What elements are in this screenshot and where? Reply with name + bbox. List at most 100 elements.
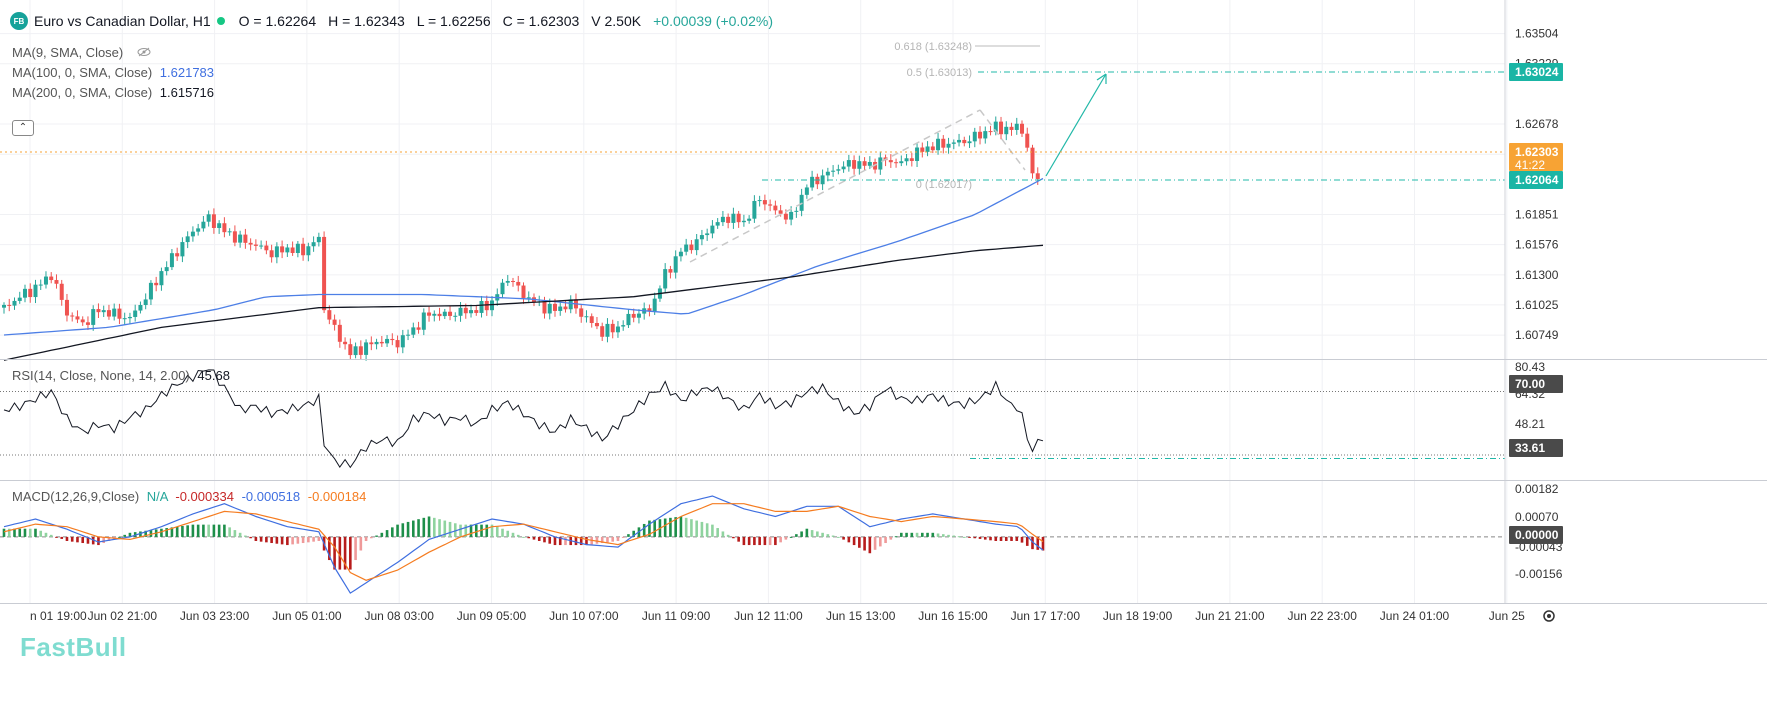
macd-histogram-bar [139,531,142,537]
candle-body [825,171,830,176]
projection-arrow-line [1045,73,1107,177]
symbol-title[interactable]: Euro vs Canadian Dollar, H1 [34,13,211,29]
candle-body [43,276,48,285]
candle-body [432,313,437,316]
macd-histogram-bar [852,536,856,546]
rsi-level-tag: 33.61 [1509,439,1563,457]
macd-histogram-bar [432,517,436,537]
candle-body [815,176,820,185]
candle-body [96,309,101,313]
macd-histogram-bar [217,524,221,537]
macd-histogram-bar [186,525,189,537]
candle-body [521,285,526,298]
candle-body [615,326,620,333]
ma100-legend[interactable]: MA(100, 0, SMA, Close) 1.621783 [12,65,214,80]
macd-histogram-bar [144,530,147,537]
macd-histogram-bar [228,527,231,537]
macd-histogram-bar [1010,536,1013,541]
collapse-legend-button[interactable]: ⌃ [12,120,34,136]
candle-body [705,233,710,236]
candle-body [631,313,636,318]
candle-body [694,239,699,251]
candle-body [757,200,762,202]
time-tick-label: Jun 21 21:00 [1195,609,1265,623]
macd-signal-value: -0.000184 [307,489,367,504]
candle-body [715,222,720,226]
macd-histogram-bar [653,519,656,537]
macd-histogram-bar [128,532,132,537]
candle-body [768,204,773,206]
macd-histogram-bar [627,534,630,537]
ma200-legend[interactable]: MA(200, 0, SMA, Close) 1.615716 [12,85,214,100]
candle-body [474,310,479,313]
rsi-value: 45.68 [197,368,230,383]
candle-body [1009,126,1014,130]
candle-body [369,342,374,345]
candle-body [978,131,983,139]
candle-body [28,288,33,298]
candle-body [91,309,96,325]
candle-body [327,310,332,320]
candle-body [390,338,395,341]
fastbull-logo-icon: FB [10,12,28,30]
last-price-tag-text: 1.62303 [1515,145,1559,159]
rsi-overbought-tag: 70.00 [1509,375,1563,393]
macd-histogram-bar [343,536,347,570]
candle-body [269,250,274,258]
macd-histogram-bar [616,536,620,541]
macd-legend[interactable]: MACD(12,26,9,Close) N/A -0.000334 -0.000… [12,489,366,504]
fib-target-price-tag-text: 1.63024 [1515,65,1559,79]
candle-body [862,161,867,166]
time-tick-label: Jun 15 13:00 [826,609,896,623]
fib-618-label: 0.618 (1.63248) [894,41,972,53]
fib-target-price-tag-bg [1509,63,1563,81]
candle-body [143,299,148,305]
open-value: O = 1.62264 [238,13,317,29]
candle-body [206,214,211,222]
macd-histogram-bar [485,524,489,537]
candle-body [1035,173,1040,179]
macd-histogram-bar [385,530,389,537]
macd-pane [0,495,1505,594]
macd-histogram-bar [91,536,95,545]
macd-histogram-bar [621,536,625,538]
macd-histogram-bar [537,536,541,541]
macd-histogram-bar [800,531,803,537]
macd-histogram-bar [427,516,431,537]
macd-histogram-bar [97,536,100,546]
macd-histogram-bar [259,536,263,542]
macd-histogram-bar [123,534,126,537]
macd-histogram-bar [663,518,667,537]
candle-body [909,158,914,161]
candle-body [930,146,935,151]
macd-histogram-bar [364,536,368,541]
candle-body [993,121,998,132]
rsi-overbought-tag-bg [1509,375,1563,393]
time-tick-label: Jun 08 03:00 [364,609,434,623]
fastbull-brand-watermark: FastBull [20,632,127,662]
macd-histogram-bar [23,528,27,537]
macd-histogram-bar [574,536,578,546]
candle-body [988,131,993,133]
candle-body [80,319,85,323]
rsi-legend[interactable]: RSI(14, Close, None, 14, 2.00) 45.68 [12,368,230,383]
candle-body [7,304,12,306]
candle-body [505,280,510,283]
macd-histogram-bar [768,536,772,546]
candle-body [983,131,988,139]
candle-body [867,161,872,166]
candle-body [699,235,704,240]
macd-histogram-bar [280,536,284,545]
macd-line-value: -0.000518 [241,489,301,504]
time-tick-label: Jun 16 15:00 [918,609,988,623]
macd-histogram-bar [679,516,683,537]
candle-body [836,169,841,171]
ma9-legend[interactable]: MA(9, SMA, Close) [12,45,151,60]
candle-body [925,146,930,152]
settings-gear-icon[interactable] [1543,610,1555,622]
time-tick-label: n 01 19:00 [30,609,87,623]
eye-hidden-icon[interactable] [137,45,151,60]
rsi-tick-label: 80.43 [1515,360,1545,374]
macd-histogram-bar [60,536,64,539]
